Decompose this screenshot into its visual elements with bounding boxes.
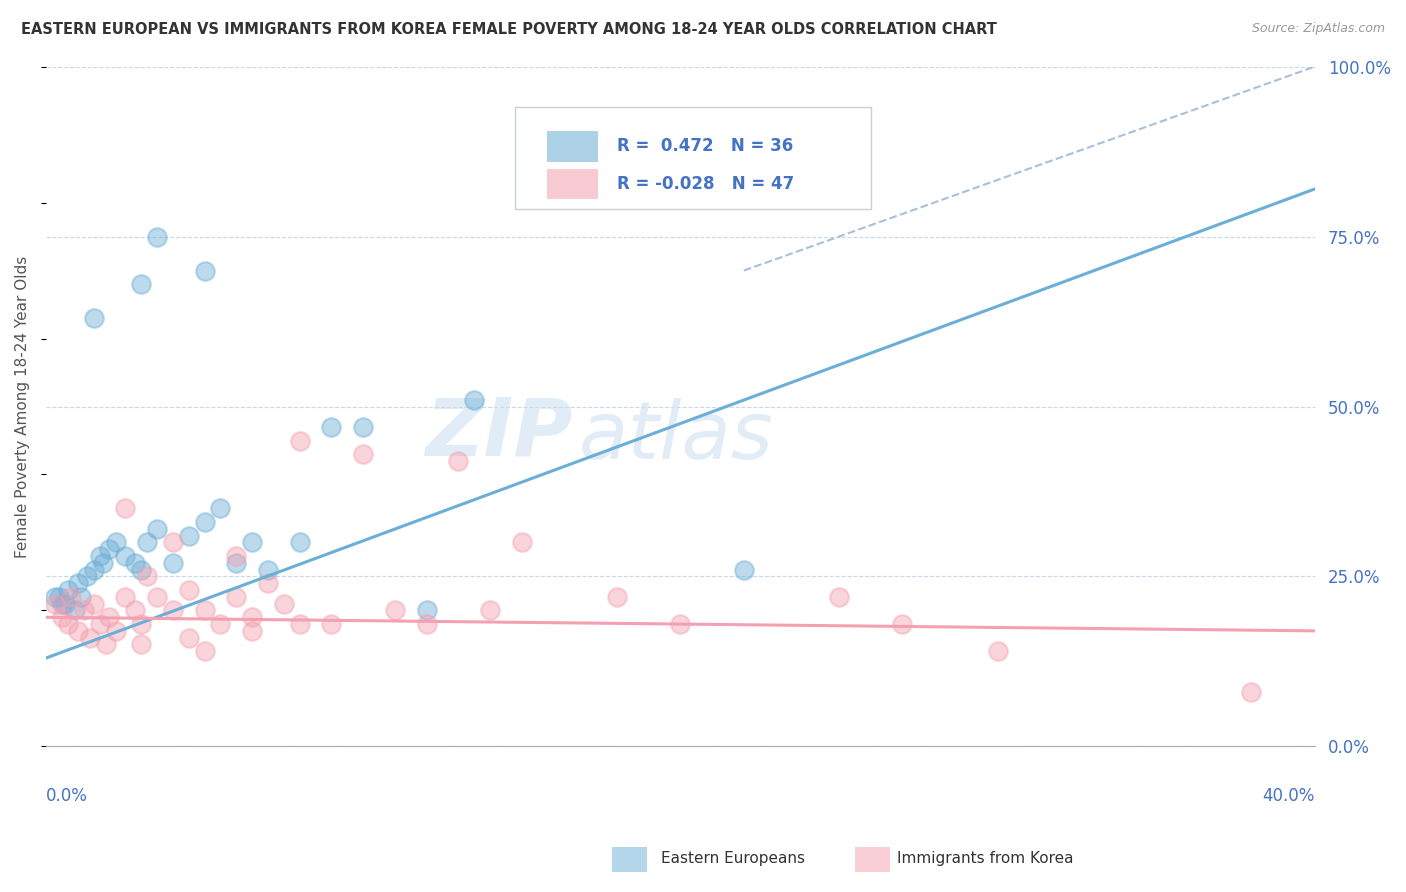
Point	[463, 392, 485, 407]
Point	[606, 590, 628, 604]
Point	[240, 624, 263, 638]
Point	[177, 529, 200, 543]
Text: ZIP: ZIP	[425, 394, 572, 473]
Point	[129, 563, 152, 577]
Point	[66, 576, 89, 591]
Point	[76, 569, 98, 583]
Text: R =  0.472   N = 36: R = 0.472 N = 36	[617, 137, 793, 155]
FancyBboxPatch shape	[516, 107, 870, 210]
Point	[194, 644, 217, 658]
Point	[225, 549, 247, 563]
Point	[104, 624, 127, 638]
Point	[73, 603, 96, 617]
Text: EASTERN EUROPEAN VS IMMIGRANTS FROM KOREA FEMALE POVERTY AMONG 18-24 YEAR OLDS C: EASTERN EUROPEAN VS IMMIGRANTS FROM KORE…	[21, 22, 997, 37]
Text: R = -0.028   N = 47: R = -0.028 N = 47	[617, 175, 794, 193]
FancyBboxPatch shape	[547, 169, 598, 199]
Point	[89, 549, 111, 563]
Point	[114, 501, 136, 516]
Text: Immigrants from Korea: Immigrants from Korea	[897, 851, 1074, 865]
Point	[44, 597, 66, 611]
Point	[194, 603, 217, 617]
Point	[136, 535, 159, 549]
Y-axis label: Female Poverty Among 18-24 Year Olds: Female Poverty Among 18-24 Year Olds	[15, 255, 30, 558]
Point	[129, 277, 152, 292]
Point	[209, 617, 232, 632]
Text: Source: ZipAtlas.com: Source: ZipAtlas.com	[1251, 22, 1385, 36]
Point	[56, 583, 79, 598]
Point	[98, 610, 121, 624]
Point	[415, 617, 437, 632]
Point	[70, 590, 93, 604]
Point	[56, 617, 79, 632]
FancyBboxPatch shape	[547, 131, 598, 161]
Point	[447, 454, 470, 468]
Point	[288, 535, 311, 549]
Point	[146, 522, 169, 536]
Point	[146, 590, 169, 604]
Point	[225, 556, 247, 570]
Point	[669, 617, 692, 632]
Point	[828, 590, 851, 604]
Point	[51, 610, 73, 624]
Point	[51, 597, 73, 611]
Point	[209, 501, 232, 516]
Point	[194, 515, 217, 529]
Point	[124, 556, 146, 570]
Point	[273, 597, 295, 611]
Point	[891, 617, 914, 632]
Point	[136, 569, 159, 583]
Point	[129, 637, 152, 651]
Point	[479, 603, 502, 617]
Point	[83, 563, 105, 577]
Point	[987, 644, 1010, 658]
Point	[53, 597, 76, 611]
Point	[177, 583, 200, 598]
Point	[240, 610, 263, 624]
Point	[129, 617, 152, 632]
Point	[415, 603, 437, 617]
Point	[66, 624, 89, 638]
Text: Eastern Europeans: Eastern Europeans	[661, 851, 804, 865]
Point	[96, 637, 118, 651]
Point	[98, 542, 121, 557]
Point	[321, 420, 343, 434]
Point	[114, 549, 136, 563]
Point	[257, 576, 280, 591]
Text: atlas: atlas	[579, 398, 773, 476]
Point	[733, 563, 755, 577]
Point	[352, 420, 374, 434]
Point	[240, 535, 263, 549]
Point	[257, 563, 280, 577]
Point	[352, 447, 374, 461]
Point	[79, 631, 101, 645]
Point	[321, 617, 343, 632]
Point	[288, 434, 311, 448]
Point	[89, 617, 111, 632]
Point	[162, 556, 184, 570]
Point	[510, 535, 533, 549]
Point	[114, 590, 136, 604]
Text: 40.0%: 40.0%	[1263, 788, 1315, 805]
Point	[177, 631, 200, 645]
Point	[63, 603, 86, 617]
Point	[162, 603, 184, 617]
Point	[384, 603, 406, 617]
Point	[162, 535, 184, 549]
Point	[146, 229, 169, 244]
Point	[91, 556, 114, 570]
Point	[225, 590, 247, 604]
Point	[44, 590, 66, 604]
Point	[288, 617, 311, 632]
Text: 0.0%: 0.0%	[46, 788, 87, 805]
Point	[48, 590, 70, 604]
Point	[1240, 685, 1263, 699]
Point	[194, 263, 217, 277]
Point	[104, 535, 127, 549]
Point	[60, 590, 83, 604]
Point	[83, 597, 105, 611]
Point	[124, 603, 146, 617]
Point	[83, 311, 105, 326]
